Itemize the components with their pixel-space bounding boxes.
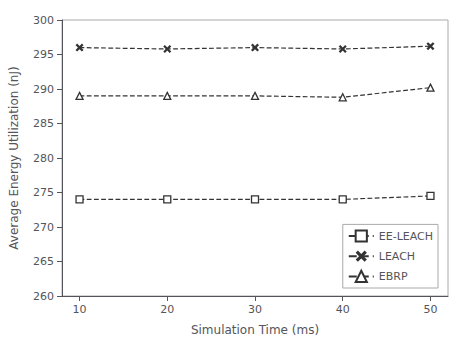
svg-text:20: 20	[160, 303, 174, 316]
svg-text:10: 10	[73, 303, 87, 316]
svg-text:295: 295	[33, 48, 54, 61]
svg-text:300: 300	[33, 14, 54, 27]
svg-text:Average Energy Utilization (nJ: Average Energy Utilization (nJ)	[7, 66, 21, 249]
svg-text:280: 280	[33, 152, 54, 165]
svg-text:30: 30	[248, 303, 262, 316]
svg-text:275: 275	[33, 186, 54, 199]
svg-text:EE-LEACH: EE-LEACH	[379, 230, 433, 243]
svg-text:290: 290	[33, 83, 54, 96]
svg-text:Simulation Time (ms): Simulation Time (ms)	[191, 323, 319, 337]
svg-text:40: 40	[336, 303, 350, 316]
svg-text:EBRP: EBRP	[379, 270, 408, 283]
svg-text:265: 265	[33, 255, 54, 268]
svg-text:270: 270	[33, 221, 54, 234]
svg-text:LEACH: LEACH	[379, 250, 415, 263]
svg-text:285: 285	[33, 117, 54, 130]
svg-text:260: 260	[33, 290, 54, 303]
svg-text:50: 50	[423, 303, 437, 316]
